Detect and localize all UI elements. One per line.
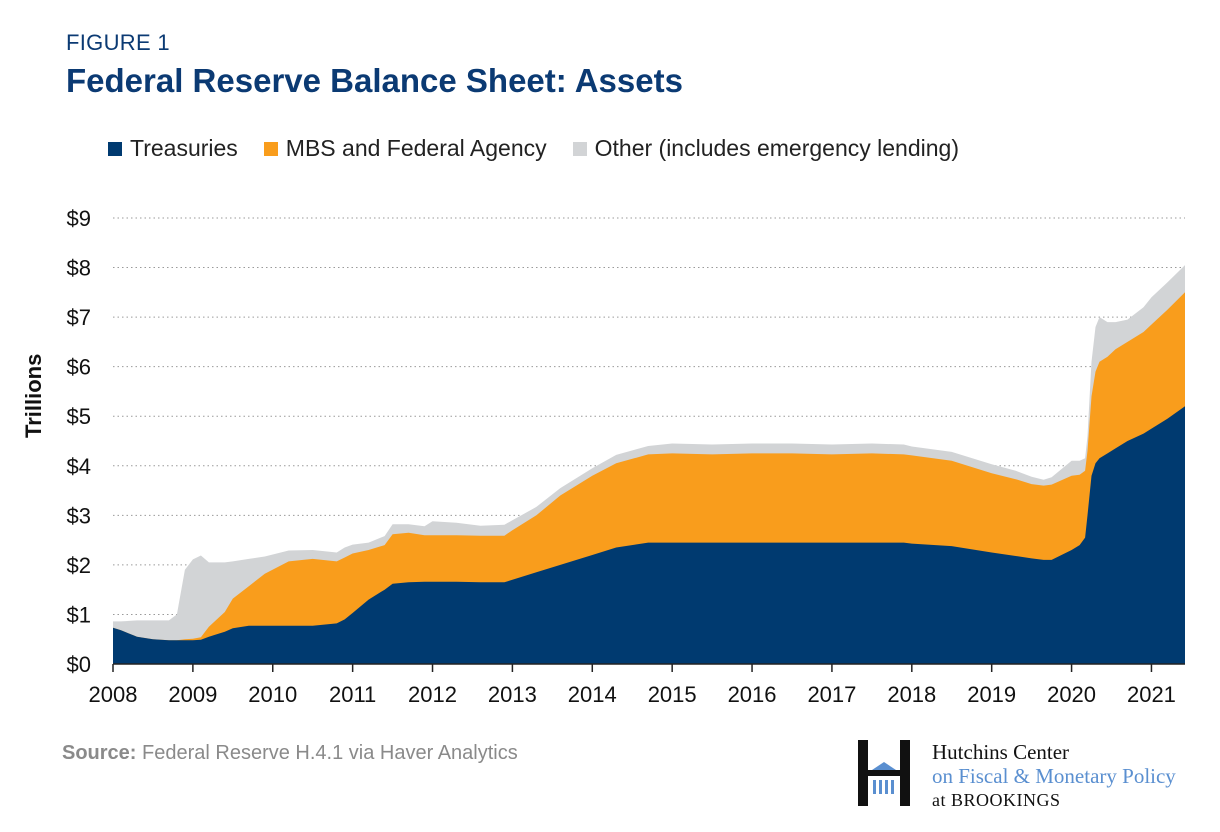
- x-tick-label: 2018: [887, 682, 936, 707]
- y-tick-label: $7: [67, 305, 91, 330]
- legend-item-mbs: MBS and Federal Agency: [263, 135, 547, 162]
- legend-swatch-mbs: [263, 141, 278, 156]
- hutchins-logo-icon: [858, 740, 910, 806]
- legend-swatch-treasuries: [108, 141, 122, 156]
- logo-line-fiscal: on Fiscal & Monetary Policy: [932, 764, 1176, 788]
- x-tick-label: 2010: [248, 682, 297, 707]
- logo-line-brookings: at BROOKINGS: [932, 790, 1061, 810]
- y-tick-label: $4: [67, 454, 91, 479]
- chart-title: Federal Reserve Balance Sheet: Assets: [66, 62, 683, 99]
- y-tick-label: $5: [67, 404, 91, 429]
- y-tick-label: $0: [67, 652, 91, 677]
- y-tick-label: $1: [67, 602, 91, 627]
- source-label: Source:: [62, 742, 137, 764]
- legend-item-other: Other (includes emergency lending): [572, 135, 959, 162]
- source-note: Source: Federal Reserve H.4.1 via Haver …: [62, 742, 518, 765]
- figure-label: FIGURE 1: [66, 30, 170, 55]
- x-tick-label: 2012: [408, 682, 457, 707]
- y-tick-label: $6: [67, 355, 91, 380]
- legend-label-treasuries: Treasuries: [130, 135, 238, 161]
- y-tick-label: $8: [67, 256, 91, 281]
- x-tick-label: 2011: [329, 682, 376, 707]
- y-tick-label: $3: [67, 503, 91, 528]
- chart-legend: Treasuries MBS and Federal Agency Other …: [108, 135, 985, 162]
- x-tick-label: 2008: [89, 682, 138, 707]
- legend-label-other: Other (includes emergency lending): [594, 135, 959, 161]
- x-tick-label: 2016: [728, 682, 777, 707]
- y-tick-label: $9: [67, 206, 91, 231]
- x-tick-label: 2019: [967, 682, 1016, 707]
- x-tick-label: 2020: [1047, 682, 1096, 707]
- legend-item-treasuries: Treasuries: [108, 135, 238, 162]
- legend-label-mbs: MBS and Federal Agency: [285, 135, 547, 161]
- x-tick-label: 2017: [807, 682, 856, 707]
- x-tick-label: 2015: [648, 682, 697, 707]
- x-tick-label: 2009: [168, 682, 217, 707]
- x-tick-label: 2013: [488, 682, 537, 707]
- x-tick-label: 2014: [568, 682, 617, 707]
- source-text: Federal Reserve H.4.1 via Haver Analytic…: [142, 742, 518, 764]
- brookings-logo: Hutchins Center on Fiscal & Monetary Pol…: [858, 740, 1176, 812]
- area-treasuries: [113, 406, 1185, 664]
- x-tick-label: 2021: [1127, 682, 1176, 707]
- y-tick-label: $2: [67, 553, 91, 578]
- legend-swatch-other: [572, 141, 587, 156]
- logo-line-hutchins: Hutchins Center: [932, 740, 1070, 764]
